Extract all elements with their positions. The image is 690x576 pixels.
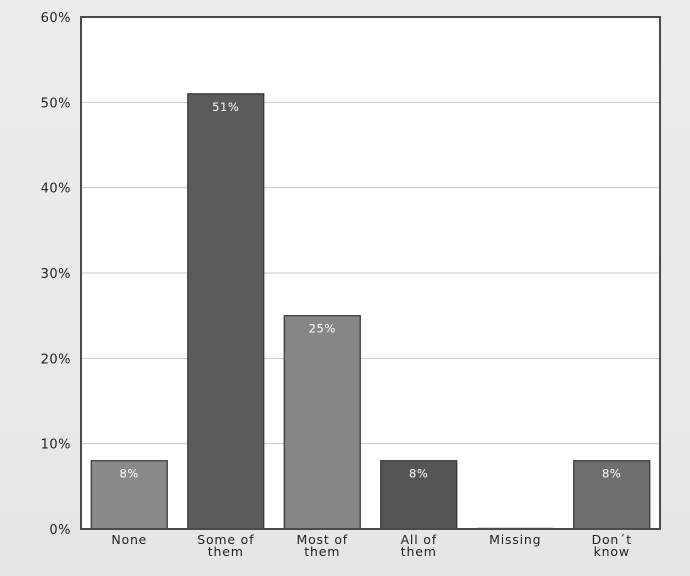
y-tick-label: 0% <box>49 523 71 538</box>
bar <box>90 460 168 530</box>
x-tick-label: Most of them <box>297 532 348 559</box>
x-tick-label: Some of them <box>197 532 254 559</box>
y-axis-ticks: 0% 10% 20% 30% 40% 50% 60% <box>41 11 71 538</box>
x-tick-label: All of them <box>401 532 437 559</box>
y-tick-label: 50% <box>41 96 71 111</box>
x-tick-label: None <box>111 532 147 547</box>
y-tick-label: 30% <box>41 267 71 282</box>
x-tick-label: Don´t know <box>592 532 632 559</box>
plot-frame <box>80 16 661 530</box>
x-axis-labels: None Some of them Most of them All of them Miss… <box>111 532 632 559</box>
x-tick-label: Missing <box>489 532 541 547</box>
bar <box>283 315 361 530</box>
y-tick-label: 10% <box>41 438 71 453</box>
data-label: 25% <box>309 322 336 336</box>
bars <box>90 93 651 530</box>
data-labels: 8% 51% 25% 8% 8% <box>120 100 621 481</box>
data-label: 8% <box>409 467 428 481</box>
data-label: 8% <box>120 467 139 481</box>
y-tick-label: 60% <box>41 11 71 26</box>
bar <box>380 460 458 530</box>
y-tick-label: 40% <box>41 182 71 197</box>
bar <box>187 93 265 530</box>
data-label: 8% <box>602 467 621 481</box>
data-label: 51% <box>212 100 239 114</box>
gridlines <box>81 101 660 445</box>
y-tick-label: 20% <box>41 352 71 367</box>
